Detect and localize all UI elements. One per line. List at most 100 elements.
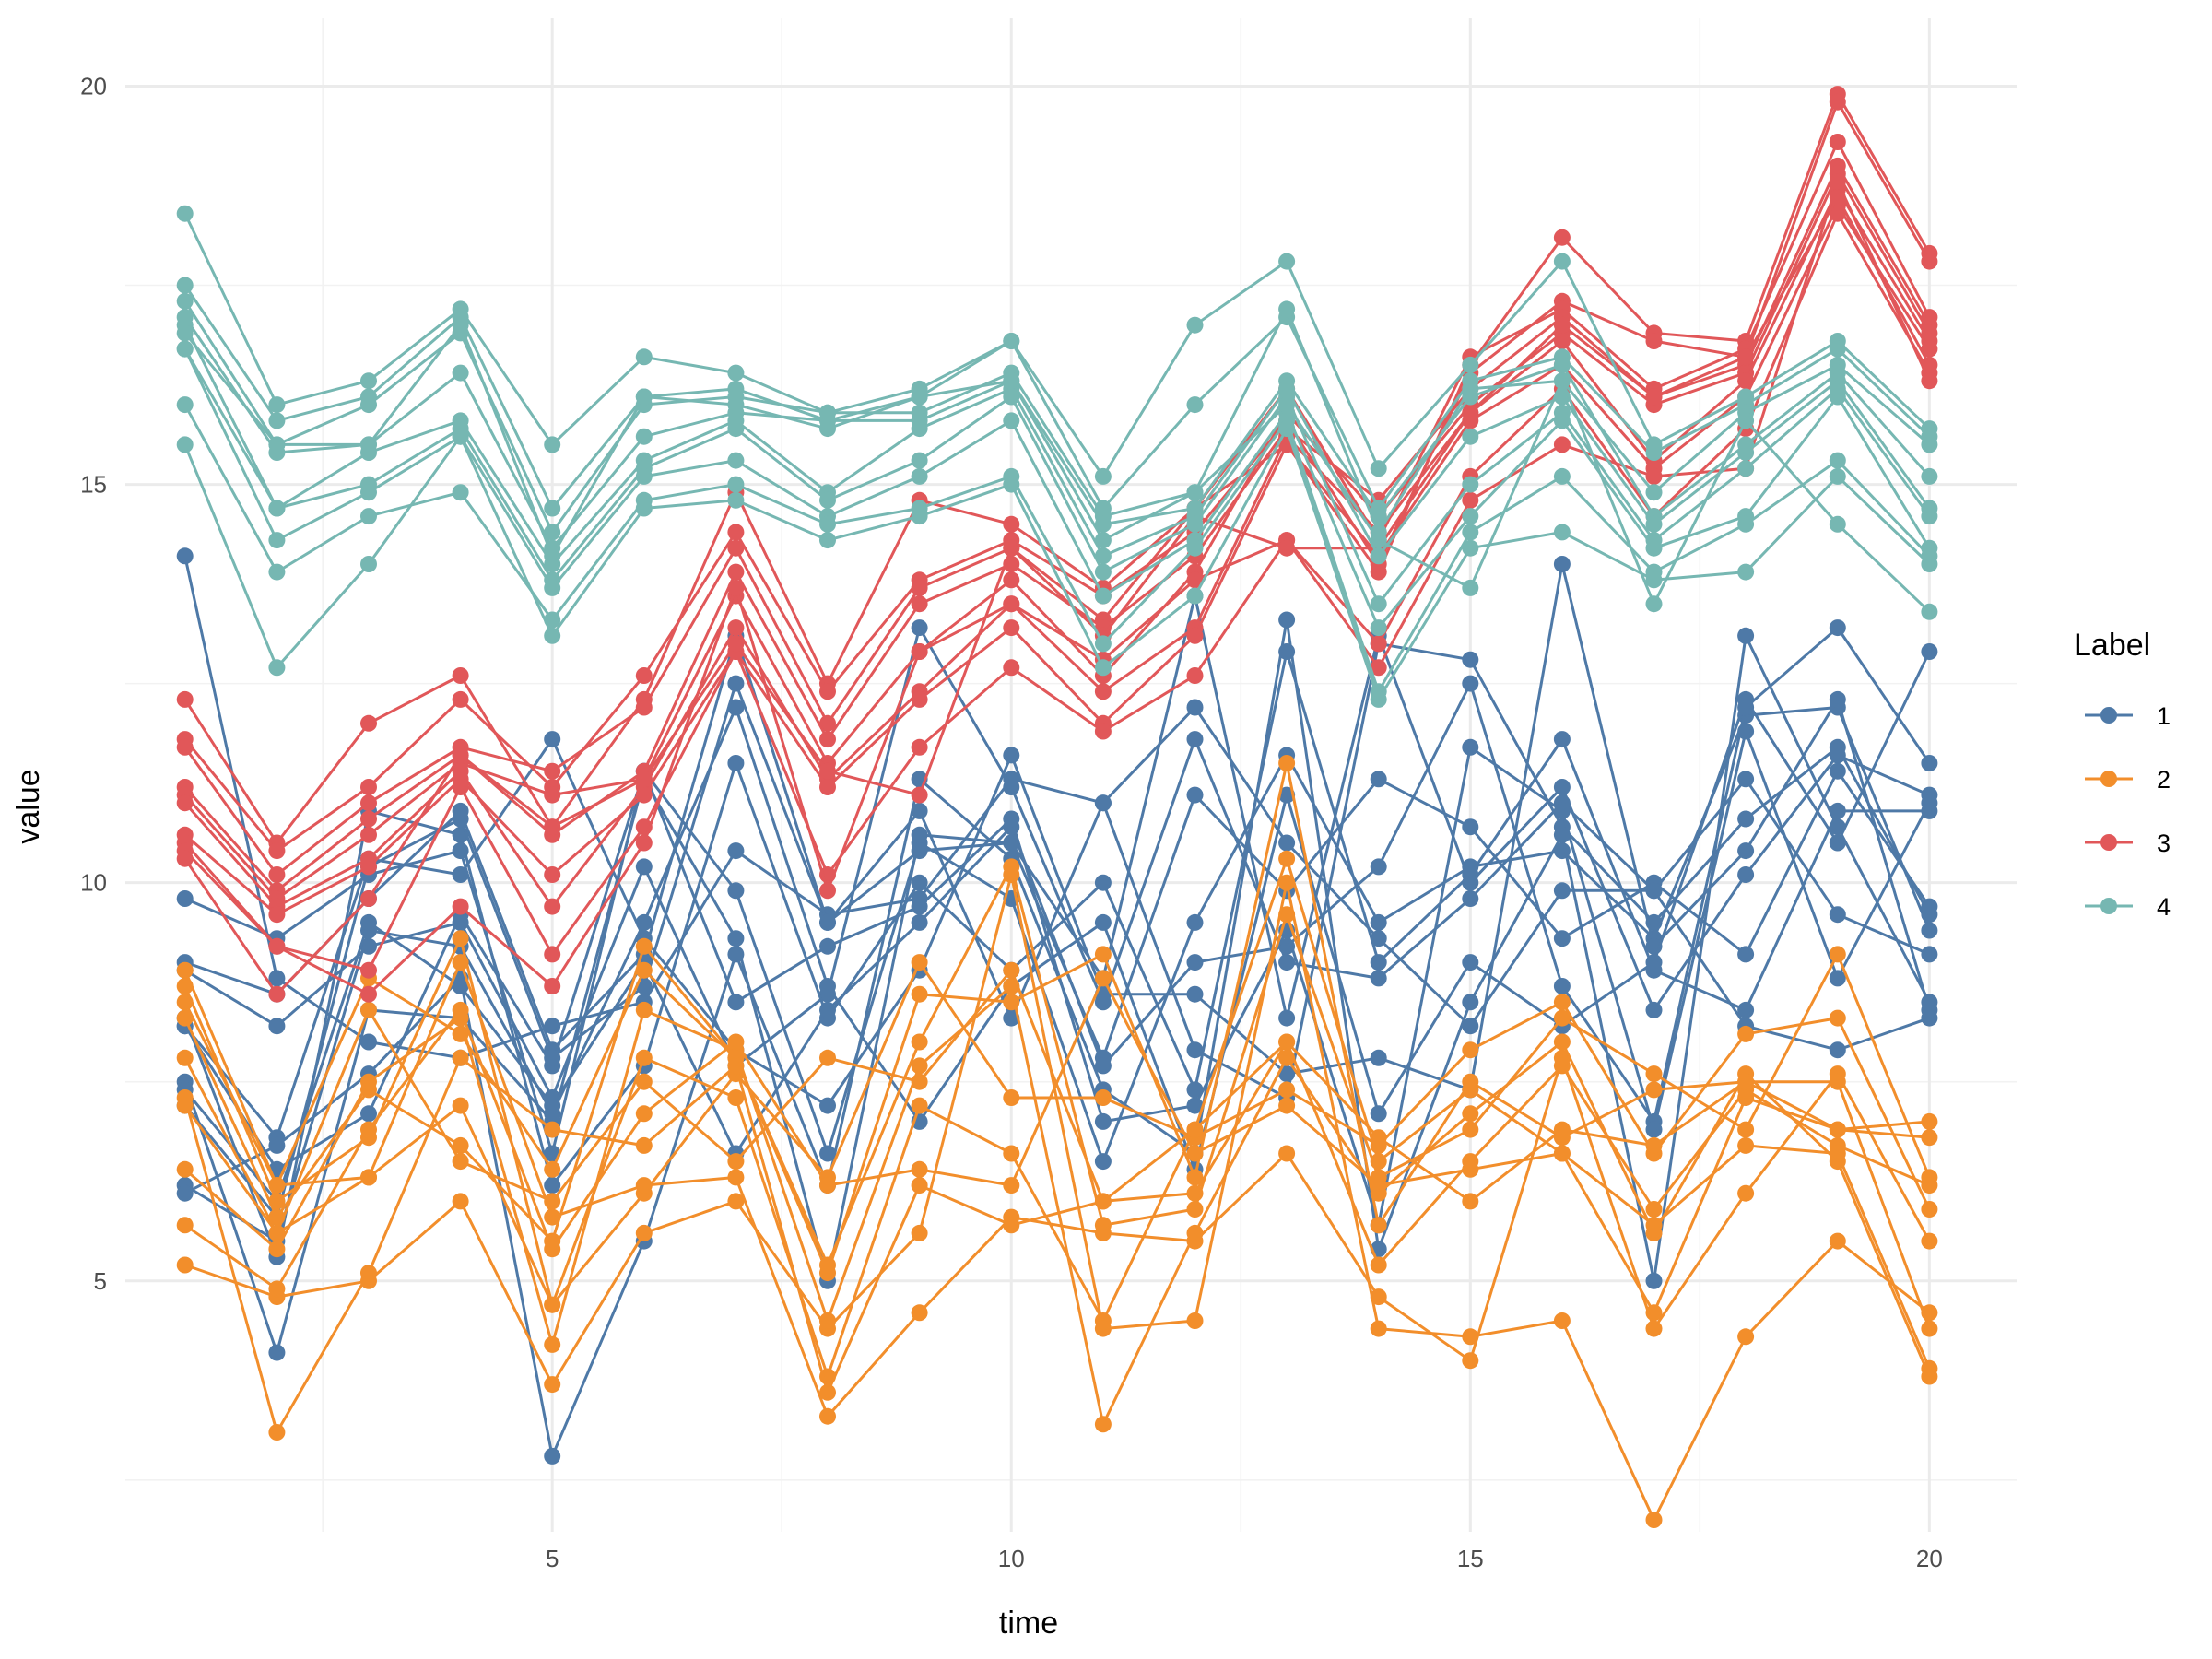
data-point-label-2 xyxy=(1645,1081,1663,1099)
data-point-label-1 xyxy=(1278,1065,1296,1083)
data-point-label-2 xyxy=(911,1177,928,1194)
data-point-label-2 xyxy=(1645,1201,1663,1218)
data-point-label-4 xyxy=(1370,532,1387,549)
data-point-label-2 xyxy=(727,1033,745,1051)
data-point-label-1 xyxy=(1094,913,1112,931)
legend-key-point xyxy=(2100,834,2117,851)
data-point-label-3 xyxy=(1553,316,1571,334)
data-point-label-1 xyxy=(544,1447,561,1465)
data-point-label-4 xyxy=(1553,412,1571,429)
data-point-label-2 xyxy=(1462,1160,1479,1178)
data-point-label-2 xyxy=(1553,994,1571,1011)
data-point-label-1 xyxy=(1186,786,1204,804)
data-point-label-3 xyxy=(819,779,836,795)
series-line-label-2 xyxy=(183,761,1930,1275)
data-point-label-2 xyxy=(635,1224,653,1241)
data-point-label-1 xyxy=(1737,627,1755,644)
series-line-label-1 xyxy=(183,650,1930,1259)
data-point-label-2 xyxy=(1553,1009,1571,1027)
data-point-label-3 xyxy=(727,619,745,637)
data-point-label-1 xyxy=(1921,755,1938,771)
data-point-label-2 xyxy=(452,1049,469,1066)
data-point-label-4 xyxy=(268,396,286,414)
data-point-label-2 xyxy=(911,1033,928,1051)
data-point-label-3 xyxy=(452,898,469,915)
data-point-label-1 xyxy=(1462,890,1479,907)
data-point-label-4 xyxy=(1186,587,1204,605)
data-point-label-1 xyxy=(819,937,836,955)
data-point-label-4 xyxy=(176,396,194,414)
series-line-label-3 xyxy=(183,195,1931,996)
data-point-label-1 xyxy=(1186,985,1204,1003)
data-point-label-3 xyxy=(1645,388,1663,406)
series-line-label-1 xyxy=(183,682,1930,1219)
series-line-label-2 xyxy=(184,873,1931,1522)
data-point-label-2 xyxy=(1278,1145,1296,1162)
data-point-label-4 xyxy=(1737,444,1755,461)
data-point-label-3 xyxy=(1278,539,1296,557)
data-point-label-3 xyxy=(1003,659,1020,677)
data-point-label-4 xyxy=(1186,396,1204,414)
data-point-label-2 xyxy=(1645,1136,1663,1154)
data-point-label-1 xyxy=(1462,994,1479,1011)
data-point-label-4 xyxy=(1278,300,1296,318)
data-point-label-4 xyxy=(360,396,377,414)
data-point-label-4 xyxy=(727,420,745,438)
data-point-label-3 xyxy=(1553,333,1571,349)
data-point-label-1 xyxy=(819,1001,836,1018)
data-point-label-2 xyxy=(1737,1121,1755,1138)
data-point-label-1 xyxy=(911,826,928,843)
x-axis-title: time xyxy=(999,1606,1058,1641)
data-point-label-1 xyxy=(819,978,836,994)
data-point-label-2 xyxy=(819,1049,836,1066)
data-point-label-1 xyxy=(1370,771,1387,788)
data-point-label-2 xyxy=(544,1296,561,1313)
data-point-label-1 xyxy=(727,994,745,1011)
data-point-label-2 xyxy=(1921,1201,1938,1218)
data-point-label-3 xyxy=(635,699,653,716)
data-point-label-1 xyxy=(268,1018,286,1035)
data-point-label-4 xyxy=(1278,253,1296,270)
data-point-label-1 xyxy=(1186,954,1204,971)
legend-entry-2: 2 xyxy=(2085,766,2171,794)
data-point-label-4 xyxy=(1829,340,1846,358)
legend-entry-4: 4 xyxy=(2085,893,2171,921)
data-point-label-2 xyxy=(727,1153,745,1171)
data-point-label-2 xyxy=(360,1169,377,1186)
data-point-label-2 xyxy=(635,961,653,979)
data-point-label-3 xyxy=(1003,539,1020,557)
data-point-label-3 xyxy=(176,794,194,812)
data-point-label-2 xyxy=(1921,1177,1938,1194)
data-point-label-3 xyxy=(544,946,561,963)
data-point-label-2 xyxy=(911,954,928,971)
data-point-label-1 xyxy=(1829,619,1846,637)
data-point-label-3 xyxy=(911,643,928,660)
data-point-label-4 xyxy=(268,412,286,429)
data-point-label-3 xyxy=(1921,356,1938,373)
series-group-3 xyxy=(176,86,1938,1003)
data-point-label-2 xyxy=(1094,970,1112,987)
series-line-label-4 xyxy=(183,347,1931,629)
data-point-label-2 xyxy=(1553,1033,1571,1051)
data-point-label-2 xyxy=(1278,1081,1296,1099)
series-line-label-3 xyxy=(183,180,1931,996)
data-point-label-1 xyxy=(1186,731,1204,748)
data-point-label-3 xyxy=(360,961,377,979)
data-point-label-3 xyxy=(727,539,745,557)
data-point-label-1 xyxy=(1003,810,1020,828)
data-point-label-3 xyxy=(452,667,469,684)
series-line-label-4 xyxy=(183,284,1931,510)
data-point-label-4 xyxy=(1645,539,1663,557)
data-point-label-4 xyxy=(1094,659,1112,677)
data-point-label-2 xyxy=(268,1241,286,1258)
data-point-label-3 xyxy=(544,898,561,915)
data-point-label-1 xyxy=(1370,970,1387,987)
data-point-label-4 xyxy=(1094,467,1112,485)
data-point-label-2 xyxy=(1737,1184,1755,1202)
data-point-label-1 xyxy=(1737,723,1755,740)
data-point-label-2 xyxy=(1186,1145,1204,1162)
series-line-label-4 xyxy=(183,213,1931,478)
data-point-label-3 xyxy=(544,762,561,780)
data-point-label-4 xyxy=(452,428,469,445)
data-point-label-1 xyxy=(911,619,928,637)
